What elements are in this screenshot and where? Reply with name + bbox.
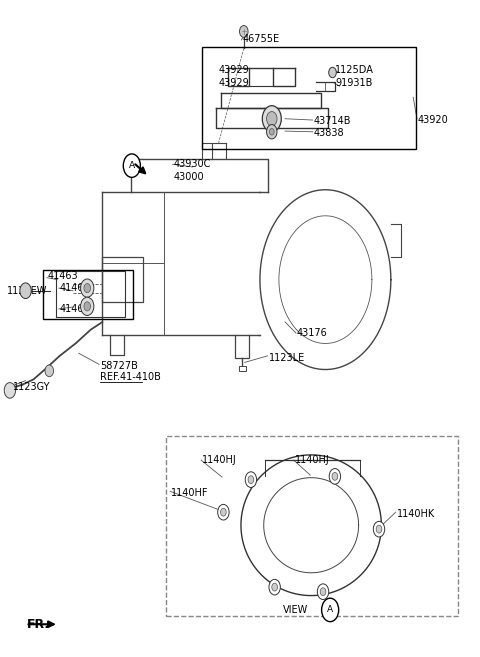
Circle shape [269,129,274,135]
Circle shape [329,67,336,78]
Circle shape [84,302,91,311]
Bar [202,47,416,149]
Circle shape [373,521,384,537]
Text: 1140HJ: 1140HJ [295,455,329,465]
Text: 41463: 41463 [48,271,78,281]
Circle shape [248,476,254,484]
Circle shape [218,505,229,520]
Text: 41467: 41467 [60,283,90,293]
Text: 1140HF: 1140HF [171,487,209,497]
Text: 43176: 43176 [297,328,328,338]
Circle shape [329,468,341,484]
Circle shape [266,125,277,139]
Text: 91931B: 91931B [335,78,372,88]
Text: 43929: 43929 [219,65,250,75]
Bar [43,270,133,319]
Circle shape [220,509,226,516]
Circle shape [262,106,281,132]
Text: 1125DA: 1125DA [335,65,374,75]
Circle shape [240,26,248,37]
Text: 43929: 43929 [219,78,250,88]
Circle shape [269,579,280,595]
Circle shape [81,279,94,297]
Text: 1140HJ: 1140HJ [202,455,237,465]
Text: 43714B: 43714B [313,116,351,126]
Circle shape [320,588,326,596]
Text: 43930C: 43930C [174,160,211,170]
Text: 46755E: 46755E [242,34,279,43]
Circle shape [322,598,339,622]
Bar [239,366,246,371]
Text: 1129EW: 1129EW [7,286,47,296]
Text: 1123GY: 1123GY [13,382,51,392]
Circle shape [245,472,257,487]
Bar [167,436,458,616]
Text: 43838: 43838 [313,128,344,138]
Circle shape [45,365,54,376]
Text: 1123LE: 1123LE [268,353,305,363]
Circle shape [317,584,329,599]
Text: A: A [327,605,333,614]
Text: A: A [129,161,135,170]
Circle shape [123,154,140,177]
Circle shape [332,472,338,480]
Circle shape [376,525,382,533]
Text: VIEW: VIEW [283,605,308,615]
Circle shape [272,583,277,591]
Circle shape [20,283,31,298]
Circle shape [4,382,15,398]
Text: 43920: 43920 [418,115,449,125]
Text: REF.41-410B: REF.41-410B [100,372,161,382]
Circle shape [266,112,277,126]
Text: 43000: 43000 [174,171,204,182]
Text: 58727B: 58727B [100,361,138,371]
Text: FR.: FR. [26,618,49,631]
Circle shape [84,284,91,292]
Circle shape [81,297,94,315]
Text: 1140HK: 1140HK [396,509,435,519]
Text: 41466: 41466 [60,304,90,314]
